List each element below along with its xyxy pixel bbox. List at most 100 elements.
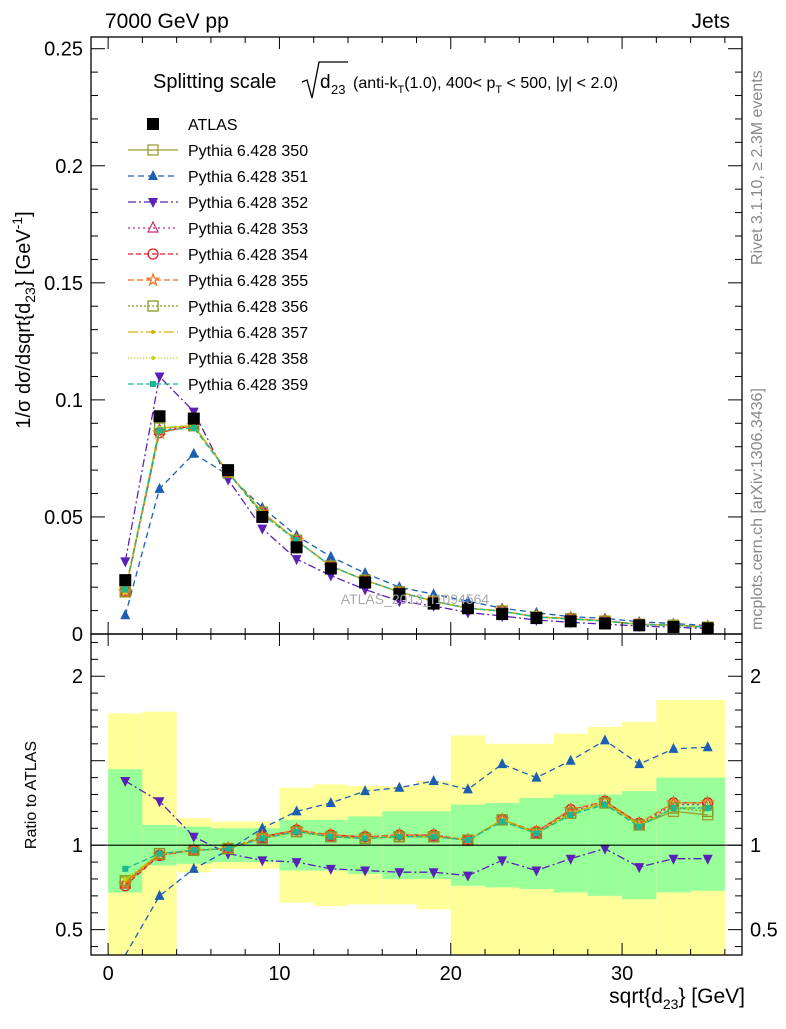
data-point — [701, 622, 714, 635]
legend-marker — [151, 356, 155, 360]
ratio-point — [119, 875, 131, 887]
ratio-line-2 — [124, 739, 708, 956]
legend-label: Pythia 6.428 351 — [188, 169, 308, 186]
svg-text:Splitting scale: Splitting scale — [153, 71, 276, 93]
data-point — [151, 424, 168, 440]
ratio-point — [668, 742, 679, 753]
ratio-point — [462, 783, 473, 794]
ratio-point — [601, 801, 608, 808]
x-tick-label: 20 — [440, 963, 462, 985]
legend-entry-10: Pythia 6.428 359 — [128, 377, 308, 394]
legend-label: Pythia 6.428 357 — [188, 325, 308, 342]
ratio-y-tick-label: 0.5 — [55, 920, 83, 942]
ratio-uncertainty-bands — [108, 699, 725, 955]
ratio-point — [122, 865, 129, 872]
data-point — [598, 617, 611, 630]
svg-text:d: d — [320, 72, 331, 93]
data-point — [154, 372, 165, 383]
ratio-line-6 — [124, 800, 708, 885]
data-point — [427, 597, 440, 610]
legend-entry-9: Pythia 6.428 358 — [128, 351, 308, 368]
ratio-line-8 — [124, 802, 708, 882]
ratio-point — [670, 805, 677, 812]
svg-text:23: 23 — [331, 82, 345, 97]
data-point — [122, 586, 129, 593]
ratio-point — [702, 741, 713, 752]
ratio-point — [428, 868, 439, 879]
ratio-point — [634, 758, 645, 769]
legend-marker — [147, 248, 159, 260]
ratio-point — [702, 854, 713, 865]
header-right: Jets — [691, 10, 730, 33]
ratio-point — [225, 845, 232, 852]
legend-marker — [147, 220, 159, 233]
legend-entry-6: Pythia 6.428 355 — [128, 271, 308, 290]
legend-marker — [150, 381, 156, 387]
ratio-y-axis-label: Ratio to ATLAS — [23, 741, 40, 849]
ratio-point — [497, 758, 508, 769]
data-point — [154, 482, 165, 493]
band-inner-13 — [553, 794, 588, 893]
ratio-y-tick-label-right: 0.5 — [750, 920, 778, 942]
data-point — [187, 412, 200, 425]
data-point — [564, 615, 577, 628]
legend-marker — [147, 144, 159, 156]
ratio-point — [499, 818, 506, 825]
ratio-point — [154, 797, 165, 808]
ratio-series-10 — [122, 801, 711, 872]
ratio-point — [428, 774, 439, 785]
data-point — [325, 550, 336, 561]
ratio-point — [188, 832, 199, 843]
ratio-point — [256, 832, 268, 845]
legend-label: Pythia 6.428 358 — [188, 351, 308, 368]
main-plot — [117, 372, 716, 635]
ratio-point — [636, 823, 643, 830]
data-point — [359, 576, 372, 589]
ratio-point — [259, 835, 266, 842]
legend-label: Pythia 6.428 352 — [188, 195, 308, 212]
data-point — [190, 424, 197, 431]
legend-entry-4: Pythia 6.428 353 — [128, 220, 308, 238]
header-left: 7000 GeV pp — [105, 10, 229, 33]
ratio-point — [464, 837, 471, 844]
ratio-line-10 — [125, 803, 708, 870]
data-point — [633, 619, 646, 632]
watermark: ATLAS_2013_I1094564 — [341, 591, 490, 607]
ratio-y-tick-label: 1 — [72, 835, 83, 857]
legend-label: Pythia 6.428 350 — [188, 143, 308, 160]
ratio-y-tick-label: 2 — [72, 666, 83, 688]
ratio-point — [190, 847, 197, 854]
legend-entry-5: Pythia 6.428 354 — [128, 247, 308, 264]
chart-title: Splitting scale d 23 (anti-kT(1.0), 400<… — [153, 61, 618, 99]
data-point — [156, 427, 163, 434]
ratio-point — [599, 844, 610, 855]
data-point — [120, 557, 131, 568]
ratio-point — [394, 868, 405, 879]
legend-label: Pythia 6.428 356 — [188, 299, 308, 316]
ratio-point — [667, 802, 680, 814]
ratio-point — [531, 866, 542, 877]
data-point — [393, 588, 406, 601]
data-point — [291, 555, 302, 566]
y-tick-label: 0.25 — [44, 39, 83, 61]
legend-marker — [148, 198, 158, 208]
ratio-point — [565, 854, 576, 865]
data-point — [530, 612, 543, 625]
legend-entry-2: Pythia 6.428 351 — [128, 169, 308, 186]
data-point — [496, 608, 509, 621]
ratio-point — [565, 754, 576, 765]
data-point — [153, 410, 166, 423]
y-axis-label: 1/σ dσ/dsqrt{d23} [GeV-1] — [9, 211, 38, 428]
data-point — [256, 510, 269, 523]
x-axis-label: sqrt{d23} [GeV] — [609, 985, 745, 1012]
x-tick-label: 10 — [268, 963, 290, 985]
y-tick-label: 0.15 — [44, 273, 83, 295]
chart-title-detail: (anti-kT(1.0), 400< pT < 500, |y| < 2.0) — [353, 75, 618, 96]
ratio-series-2 — [124, 734, 713, 956]
ratio-point — [497, 856, 508, 867]
legend-marker — [148, 170, 158, 180]
data-point — [120, 609, 131, 620]
ratio-point — [293, 828, 300, 835]
data-point — [290, 541, 303, 554]
ratio-y-tick-label-right: 1 — [750, 835, 761, 857]
